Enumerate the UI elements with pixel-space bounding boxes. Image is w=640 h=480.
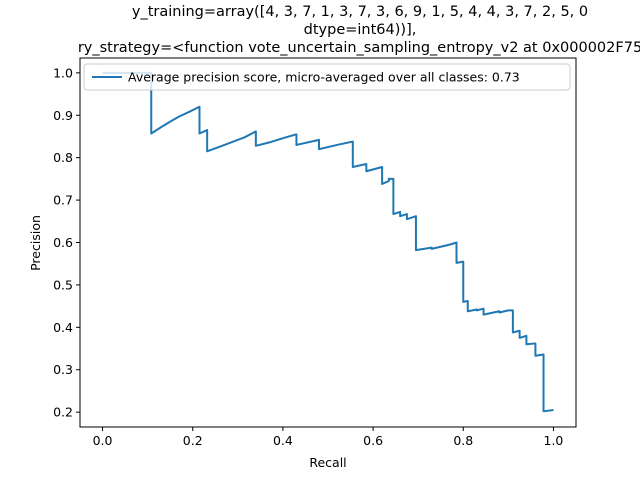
y-tick-label: 0.7 xyxy=(53,193,73,208)
legend: Average precision score, micro-averaged … xyxy=(83,63,571,91)
y-tick-label: 0.9 xyxy=(53,108,73,123)
x-axis-ticks: 0.0 0.2 0.4 0.6 0.8 1.0 xyxy=(93,427,564,448)
x-axis-label: Recall xyxy=(309,455,346,470)
x-tick-label: 1.0 xyxy=(544,433,564,448)
legend-entry-label: Average precision score, micro-averaged … xyxy=(128,70,520,85)
y-tick-label: 0.6 xyxy=(53,235,73,250)
y-tick-label: 0.4 xyxy=(53,320,73,335)
y-axis-ticks: 0.2 0.3 0.4 0.5 0.6 0.7 0.8 0.9 1.0 xyxy=(53,65,80,420)
title-line-2: dtype=int64))], xyxy=(304,22,417,38)
axes-frame xyxy=(79,57,577,428)
x-tick-label: 0.8 xyxy=(453,433,473,448)
chart-title: y_training=array([4, 3, 7, 1, 3, 7, 3, 6… xyxy=(78,4,640,56)
title-line-1: y_training=array([4, 3, 7, 1, 3, 7, 3, 6… xyxy=(132,4,588,20)
x-tick-label: 0.2 xyxy=(183,433,203,448)
legend-box xyxy=(83,63,571,91)
y-tick-label: 0.5 xyxy=(53,277,73,292)
y-tick-label: 1.0 xyxy=(53,65,73,80)
y-tick-label: 0.2 xyxy=(53,405,73,420)
series-line-0 xyxy=(102,71,554,413)
x-tick-label: 0.6 xyxy=(363,433,383,448)
y-tick-label: 0.8 xyxy=(53,150,73,165)
y-axis-label: Precision xyxy=(28,215,43,271)
y-tick-label: 0.3 xyxy=(53,362,73,377)
plot-area xyxy=(79,57,577,428)
x-tick-label: 0.4 xyxy=(273,433,293,448)
x-tick-label: 0.0 xyxy=(93,433,113,448)
title-line-3: ry_strategy=<function vote_uncertain_sam… xyxy=(78,40,640,56)
